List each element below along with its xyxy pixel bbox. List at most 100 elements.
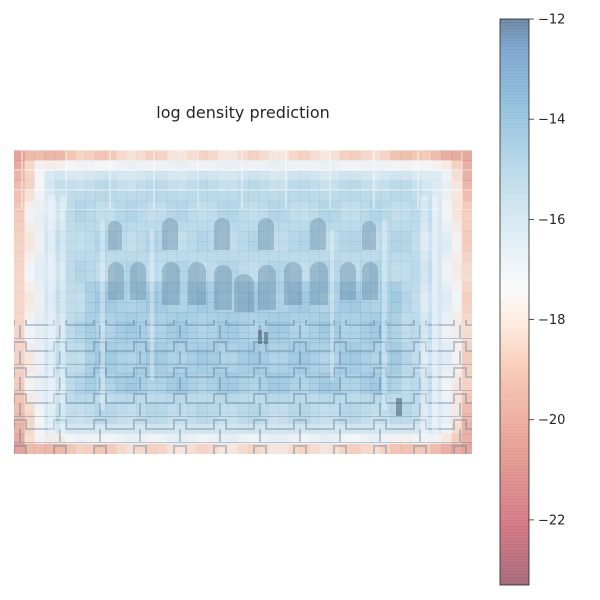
heat-cell bbox=[288, 261, 300, 273]
heat-cell bbox=[288, 251, 300, 263]
heat-cell bbox=[156, 231, 168, 242]
heat-cell bbox=[309, 261, 320, 273]
heat-cell bbox=[95, 302, 107, 313]
heat-cell bbox=[319, 261, 331, 273]
colorbar-tick-label: −14 bbox=[538, 113, 565, 128]
heat-cell bbox=[95, 220, 107, 232]
heat-cell bbox=[146, 281, 158, 293]
heat-cell bbox=[421, 220, 432, 232]
heat-cell bbox=[217, 312, 229, 323]
heat-cell bbox=[400, 220, 412, 232]
heat-cell bbox=[64, 231, 76, 242]
heat-cell bbox=[380, 251, 392, 263]
heat-cell bbox=[319, 271, 331, 283]
heat-cell bbox=[156, 302, 168, 313]
heat-cell bbox=[461, 251, 472, 263]
heat-cell bbox=[146, 271, 158, 283]
heat-cell bbox=[24, 241, 35, 252]
heat-cell bbox=[115, 281, 127, 293]
heat-cell bbox=[431, 302, 443, 313]
heat-cell bbox=[441, 271, 453, 283]
heat-cell bbox=[390, 210, 402, 222]
heat-cell bbox=[288, 281, 300, 293]
heat-cell bbox=[64, 220, 76, 232]
heat-cell bbox=[136, 241, 147, 252]
heat-cell bbox=[95, 261, 107, 273]
heat-cell bbox=[75, 210, 86, 222]
heat-cell bbox=[329, 312, 341, 323]
heat-cell bbox=[75, 241, 86, 252]
heat-cell bbox=[156, 271, 168, 283]
heat-cell bbox=[156, 312, 168, 323]
heat-cell bbox=[431, 251, 443, 263]
heat-cell bbox=[278, 210, 290, 222]
heat-cell bbox=[176, 291, 188, 303]
heat-cell bbox=[370, 220, 381, 232]
heat-cell bbox=[360, 281, 371, 293]
heat-cell bbox=[136, 302, 147, 313]
heat-cell bbox=[187, 312, 198, 323]
heat-cell bbox=[441, 231, 453, 242]
heat-cell bbox=[278, 281, 290, 293]
heat-cell bbox=[319, 210, 331, 222]
heat-cell bbox=[44, 220, 56, 232]
heat-cell bbox=[441, 312, 453, 323]
heat-cell bbox=[339, 271, 351, 283]
heat-cell bbox=[207, 291, 219, 303]
heat-cell bbox=[380, 241, 392, 252]
heat-cell bbox=[237, 261, 249, 273]
heat-cell bbox=[329, 210, 341, 222]
heat-cell bbox=[136, 291, 147, 303]
heat-cell bbox=[309, 231, 320, 242]
heat-cell bbox=[390, 231, 402, 242]
heat-cell bbox=[329, 251, 341, 263]
heat-cell bbox=[54, 312, 66, 323]
heat-cell bbox=[166, 291, 178, 303]
heat-cell bbox=[309, 251, 320, 263]
heat-cell bbox=[248, 271, 259, 283]
heat-cell bbox=[197, 220, 208, 232]
heat-cell bbox=[370, 312, 381, 323]
heat-cell bbox=[105, 302, 117, 313]
heat-cell bbox=[34, 231, 46, 242]
heat-cell bbox=[268, 251, 280, 263]
heat-cell bbox=[34, 261, 46, 273]
heat-cell bbox=[75, 291, 86, 303]
heat-cell bbox=[410, 312, 422, 323]
heat-cell bbox=[95, 312, 107, 323]
heat-cell bbox=[95, 241, 107, 252]
heat-cell bbox=[319, 312, 331, 323]
heat-cell bbox=[298, 281, 310, 293]
heat-cell bbox=[451, 210, 463, 222]
heat-cell bbox=[360, 291, 371, 303]
heat-cell bbox=[115, 231, 127, 242]
heat-cell bbox=[75, 302, 86, 313]
heat-cell bbox=[268, 302, 280, 313]
heat-cell bbox=[360, 241, 371, 252]
heat-cell bbox=[400, 261, 412, 273]
heat-cell bbox=[410, 302, 422, 313]
heat-cell bbox=[360, 251, 371, 263]
heat-cell bbox=[146, 291, 158, 303]
heat-cell bbox=[176, 281, 188, 293]
heat-cell bbox=[44, 241, 56, 252]
heat-cell bbox=[54, 251, 66, 263]
heat-cell bbox=[288, 210, 300, 222]
heat-cell bbox=[146, 261, 158, 273]
heat-cell bbox=[441, 261, 453, 273]
heat-cell bbox=[197, 241, 208, 252]
heat-cell bbox=[360, 302, 371, 313]
heat-cell bbox=[54, 281, 66, 293]
heat-cell bbox=[237, 241, 249, 252]
heat-cell bbox=[390, 220, 402, 232]
heat-cell bbox=[176, 312, 188, 323]
heat-cell bbox=[166, 281, 178, 293]
heat-cell bbox=[176, 231, 188, 242]
heat-cell bbox=[421, 261, 432, 273]
heat-cell bbox=[207, 302, 219, 313]
heat-cell bbox=[75, 281, 86, 293]
heat-cell bbox=[349, 241, 361, 252]
heat-cell bbox=[400, 302, 412, 313]
heat-cell bbox=[421, 312, 432, 323]
heat-cell bbox=[187, 251, 198, 263]
